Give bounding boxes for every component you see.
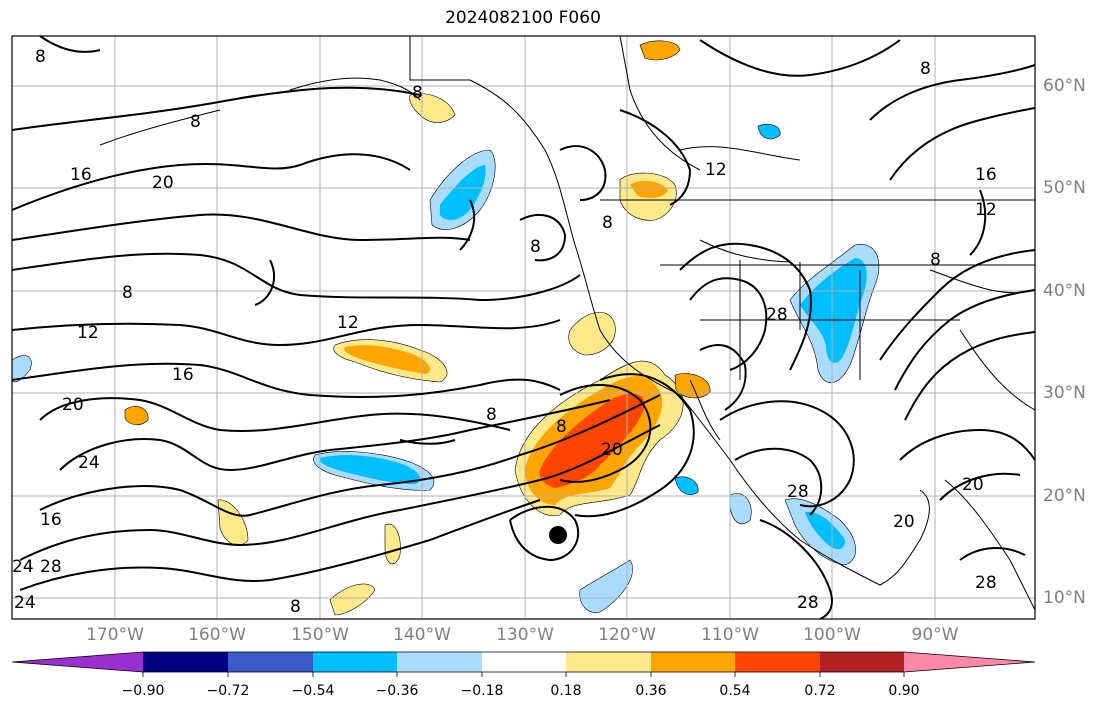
colorbar [11, 651, 1036, 677]
colorbar-segment [651, 652, 735, 672]
positive-anomaly-region-canada-core [630, 180, 668, 198]
contour-label: 20 [962, 475, 984, 495]
contour-label: 8 [930, 250, 941, 270]
colorbar-segment [313, 652, 397, 672]
contour-label: 16 [40, 510, 62, 530]
colorbar-tick-label: −0.18 [460, 683, 504, 699]
colorbar-tick-label: −0.54 [291, 683, 335, 699]
colorbar-tick-label: 0.72 [804, 683, 836, 699]
colorbar-segment [566, 652, 651, 672]
lat-label: 20°N [1043, 486, 1086, 506]
lon-label: 170°W [86, 625, 144, 645]
contour-label: 8 [486, 405, 497, 425]
contour-label: 12 [77, 323, 99, 343]
negative-anomaly-region-gulf-alaska-core [440, 165, 486, 220]
positive-anomaly-region-small-3 [124, 406, 149, 426]
lon-label: 150°W [291, 625, 349, 645]
contour-label: 28 [766, 305, 788, 325]
lon-label: 130°W [496, 625, 554, 645]
contour-label: 8 [412, 83, 423, 103]
contour-label: 8 [602, 213, 613, 233]
contour-label: 8 [556, 417, 567, 437]
positive-anomaly-region-small-1 [384, 523, 401, 565]
map-title: 2024082100 F060 [445, 8, 601, 28]
contour-label: 20 [893, 512, 915, 532]
positive-anomaly-region-central-pacific-core [344, 345, 431, 374]
negative-anomaly-region-mexico-core [805, 511, 845, 550]
colorbar-segment [482, 652, 566, 672]
colorbar-segment [143, 652, 228, 672]
negative-anomaly-region-pacific-band-core [319, 455, 421, 484]
contour-label: 24 [78, 453, 100, 473]
contour-label: 28 [40, 557, 62, 577]
contour-label: 8 [35, 47, 46, 67]
lat-label: 50°N [1043, 178, 1086, 198]
lon-label: 100°W [803, 625, 861, 645]
contour-label: 8 [530, 237, 541, 257]
storm-center-marker [549, 526, 567, 544]
positive-anomaly-region-small-4 [329, 583, 376, 616]
colorbar-segment [228, 652, 313, 672]
colorbar-segment [820, 652, 904, 672]
contour-label: 28 [797, 593, 819, 613]
colorbar-tick-label: −0.90 [121, 683, 165, 699]
colorbar-tick-label: 0.54 [719, 683, 751, 699]
contour-label: 20 [62, 395, 84, 415]
negative-anomaly-region-plains-core [800, 258, 867, 363]
negative-anomaly-region-small-1 [729, 493, 752, 525]
lat-label: 40°N [1043, 281, 1086, 301]
negative-anomaly-region-small-5 [11, 355, 32, 383]
negative-anomaly-region-small-2 [579, 559, 633, 613]
plot-frame [11, 35, 1036, 620]
positive-anomaly-core-region [539, 393, 645, 488]
lat-label: 10°N [1043, 588, 1086, 608]
contour-label: 16 [975, 165, 997, 185]
contour-label: 12 [705, 160, 727, 180]
contour-label: 20 [601, 440, 623, 460]
lon-label: 160°W [188, 625, 246, 645]
shading-layer [11, 40, 880, 616]
contour-labels: 8 8 8 16 20 8 12 16 20 24 16 24 28 24 8 … [12, 47, 997, 617]
positive-anomaly-region-northeast [639, 40, 681, 61]
contour-label: 16 [70, 165, 92, 185]
gridlines [12, 36, 1035, 619]
lat-label: 30°N [1043, 383, 1086, 403]
colorbar-extend-high [904, 652, 1035, 672]
colorbar-tick-label: 0.18 [550, 683, 582, 699]
colorbar-segment [397, 652, 482, 672]
negative-anomaly-region-small-3 [674, 476, 699, 495]
contour-lines [11, 35, 1036, 620]
contour-label: 16 [172, 365, 194, 385]
contour-label: 28 [975, 573, 997, 593]
colorbar-segment [735, 652, 820, 672]
lon-label: 120°W [598, 625, 656, 645]
contour-label: 8 [190, 112, 201, 132]
negative-anomaly-region-small-4 [757, 124, 781, 140]
contour-label: 24 [12, 557, 34, 577]
lon-label: 90°W [911, 625, 959, 645]
lat-label: 60°N [1043, 76, 1086, 96]
coastlines [99, 35, 1036, 611]
positive-anomaly-region-alaska [409, 93, 456, 123]
colorbar-tick-label: 0.36 [635, 683, 667, 699]
contour-label: 8 [290, 597, 301, 617]
colorbar-tick-label: −0.36 [375, 683, 419, 699]
colorbar-tick-label: −0.72 [206, 683, 250, 699]
contour-label: 8 [122, 283, 133, 303]
lon-label: 110°W [701, 625, 759, 645]
contour-label: 28 [787, 482, 809, 502]
contour-label: 12 [337, 313, 359, 333]
lon-label: 140°W [393, 625, 451, 645]
contour-label: 24 [14, 593, 36, 613]
contour-label: 8 [920, 59, 931, 79]
contour-label: 12 [975, 200, 997, 220]
colorbar-tick-label: 0.90 [888, 683, 920, 699]
contour-label: 20 [152, 173, 174, 193]
colorbar-extend-low [12, 652, 143, 672]
